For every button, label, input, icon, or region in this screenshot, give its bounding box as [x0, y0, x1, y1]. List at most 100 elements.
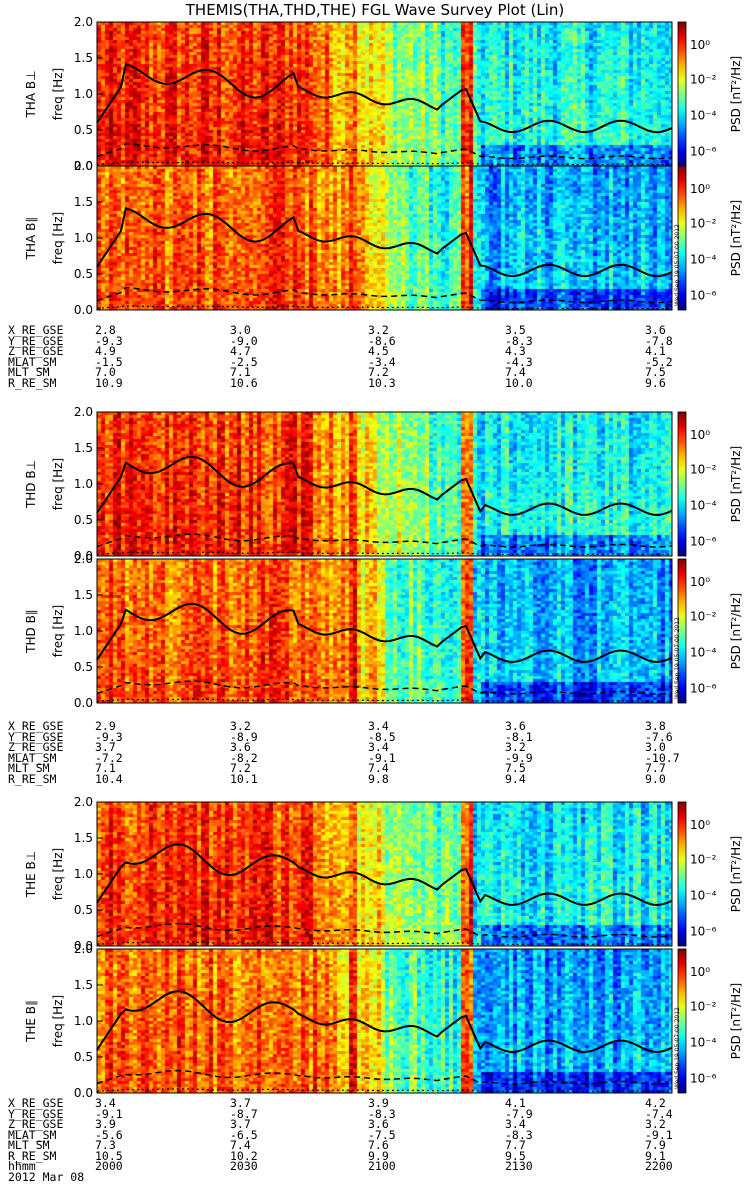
ephemeris-value: 10.3: [368, 375, 396, 390]
ephemeris-value: -8.7: [230, 1106, 258, 1121]
ephemeris-value: -9.9: [505, 750, 533, 765]
ephemeris-value: 7.6: [368, 1138, 389, 1152]
base-frequency-line: [96, 305, 673, 310]
ephemeris-value: 7.4: [505, 365, 526, 379]
ephemeris-value: 7.4: [368, 761, 389, 775]
ephemeris-value: -9.1: [95, 1106, 123, 1121]
y-tick-label: 0.5: [74, 123, 93, 137]
lower-frequency-line: [96, 680, 673, 695]
ephemeris-value: 9.6: [645, 375, 666, 390]
y-tick-label: 0.0: [74, 1086, 93, 1100]
ephemeris-value: 7.5: [505, 761, 526, 775]
ephemeris-value: 7.2: [368, 365, 389, 379]
ephemeris-value: 4.7: [230, 344, 251, 358]
colorbar-tick-label: 10⁻⁶: [690, 145, 717, 159]
ephemeris-value: -2.5: [230, 354, 258, 369]
lower-frequency-line: [96, 286, 673, 304]
colorbar-tick-label: 10⁻⁴: [690, 253, 717, 267]
ephemeris-value: 10.4: [95, 771, 123, 786]
y-tick-label: 1.0: [74, 477, 93, 491]
colorbar-tick-label: 10⁻⁴: [690, 646, 717, 660]
ephemeris-row-label: Y_RE_GSE: [8, 729, 64, 744]
ephemeris-value: 10.1: [230, 771, 258, 786]
mean-frequency-line: [96, 63, 673, 134]
ephemeris-value: 3.6: [368, 1117, 389, 1131]
ephemeris-value: 4.1: [505, 1096, 526, 1110]
colorbar-label: PSD [nT²/Hz]: [729, 593, 743, 669]
ephemeris-value: 3.2: [368, 323, 389, 337]
ephemeris-row-label: MLAT_SM: [8, 750, 57, 765]
ephemeris-row-label: X_RE_GSE: [8, 323, 64, 337]
base-frequency-line: [96, 698, 673, 703]
ephemeris-row-label: Z_RE_GSE: [8, 740, 64, 754]
colorbar: [677, 165, 687, 311]
panel-label: THE B⊥: [24, 851, 38, 898]
ephemeris-value: 9.5: [505, 1148, 526, 1163]
ephemeris-row-label: Z_RE_GSE: [8, 1117, 64, 1131]
ephemeris-value: 7.7: [505, 1138, 526, 1152]
ephemeris-row-label: MLAT_SM: [8, 354, 57, 369]
ephemeris-value: 4.5: [368, 344, 389, 358]
ephemeris-value: -5.6: [95, 1127, 123, 1142]
colorbar-tick-label: 10⁰: [690, 182, 710, 196]
colorbar-tick-label: 10⁻²: [690, 1000, 717, 1014]
colorbar-tick-label: 10⁻⁴: [690, 109, 717, 123]
ephemeris-value: 7.3: [95, 1138, 116, 1152]
ephemeris-value: -1.5: [95, 354, 123, 369]
ephemeris-value: 10.2: [230, 1148, 258, 1163]
ephemeris-row-label: Y_RE_GSE: [8, 1106, 64, 1121]
lower-frequency-line: [96, 922, 673, 938]
panel-label: THA B∥: [24, 217, 38, 261]
ephemeris-value: -10.7: [645, 750, 680, 765]
y-tick-label: 0.0: [74, 549, 93, 563]
y-tick-label: 1.5: [74, 51, 93, 65]
ephemeris-value: 4.3: [505, 344, 526, 358]
ephemeris-row-label: Y_RE_GSE: [8, 333, 64, 348]
ephemeris-value: -8.9: [230, 729, 258, 744]
mean-frequency-line: [96, 207, 673, 278]
base-frequency-line: [96, 1088, 673, 1093]
y-tick-label: 1.5: [74, 978, 93, 992]
panel-label: THD B∥: [24, 609, 38, 654]
y-tick-label: 1.0: [74, 867, 93, 881]
spectrogram-image: [97, 22, 672, 166]
ephemeris-value: 4.9: [95, 344, 116, 358]
ephemeris-value: 3.2: [645, 1117, 666, 1131]
colorbar-label: PSD [nT²/Hz]: [729, 983, 743, 1059]
y-tick-label: 2.0: [74, 15, 93, 29]
colorbar-tick-label: 10⁰: [690, 428, 710, 442]
ephemeris-value: -8.3: [368, 1106, 396, 1121]
y-tick-label: 1.0: [74, 624, 93, 638]
time-row-label: hhmm: [8, 1159, 36, 1173]
colorbar-tick-label: 10⁻²: [690, 610, 717, 624]
colorbar-tick-label: 10⁻⁴: [690, 499, 717, 513]
ephemeris-value: 7.1: [230, 365, 251, 379]
ephemeris-value: 3.4: [95, 1096, 116, 1110]
ephemeris-value: 3.4: [368, 719, 389, 733]
ephemeris-row-label: X_RE_GSE: [8, 719, 64, 733]
ephemeris-value: 9.8: [368, 771, 389, 786]
panel-label: THD B⊥: [24, 460, 38, 509]
colorbar-tick-label: 10⁰: [690, 38, 710, 52]
colorbar-label: PSD [nT²/Hz]: [729, 836, 743, 912]
ephemeris-value: 2.9: [95, 719, 116, 733]
ephemeris-value: 7.0: [95, 365, 116, 379]
ephemeris-value: 10.0: [505, 375, 533, 390]
base-frequency-line: [96, 941, 673, 946]
y-tick-label: 0.5: [74, 267, 93, 281]
ephemeris-value: 3.2: [505, 740, 526, 754]
colorbar-tick-label: 10⁻⁶: [690, 289, 717, 303]
y-tick-label: 1.0: [74, 231, 93, 245]
ephemeris-value: 9.1: [645, 1148, 666, 1163]
y-axis-label: freq [Hz]: [51, 995, 65, 1047]
y-axis-label: freq [Hz]: [51, 212, 65, 264]
ephemeris-value: -3.4: [368, 354, 396, 369]
mean-frequency-line: [96, 990, 673, 1054]
timestamp-stamp: Wed Sep 19 05:07:00 2012: [674, 1007, 681, 1089]
colorbar-tick-label: 10⁻⁴: [690, 1036, 717, 1050]
ephemeris-value: 3.7: [95, 740, 116, 754]
ephemeris-value: 7.2: [230, 761, 251, 775]
spectrogram-image: [97, 412, 672, 556]
ephemeris-value: -7.6: [645, 729, 673, 744]
